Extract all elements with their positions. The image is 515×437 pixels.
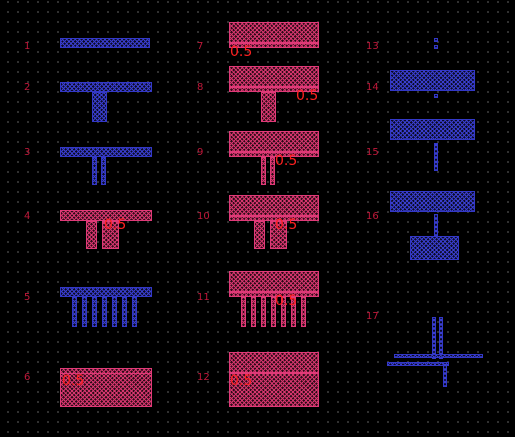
structure-5-finger [122,297,127,327]
structure-11-dimension: 0.5 [275,293,298,309]
structure-8-block [229,66,319,87]
structure-7-strip [229,43,319,48]
structure-11-finger [291,297,296,327]
structure-16-stem [434,214,438,236]
structure-5-finger [102,297,107,327]
structure-13-square [434,38,438,42]
structure-10-block [229,195,319,216]
structure-11-finger [241,297,246,327]
label-4: 4 [24,211,31,222]
structure-9-block [229,131,319,152]
structure-8-strip [229,87,319,92]
label-8: 8 [197,82,204,93]
structure-7-dimension: 0.5 [230,44,253,60]
structure-14-block [390,70,475,91]
label-15: 15 [366,147,379,158]
structure-6-pad [60,368,152,407]
structure-10-leg-left [254,221,265,249]
structure-9-dimension: 0.5 [275,153,298,169]
structure-9-strip [229,152,319,157]
structure-3-leg-left [92,157,97,185]
structure-6-divider [61,373,151,374]
structure-5-finger [112,297,117,327]
structure-7-block [229,22,319,43]
structure-12-dimension: 0.5 [230,373,253,389]
structure-11-finger [281,297,286,327]
structure-1-bar [60,38,150,48]
label-14: 14 [366,82,379,93]
label-13: 13 [366,41,379,52]
structure-11-finger [301,297,306,327]
structure-17-vertical-right [439,317,443,359]
structure-17-vertical-lower [443,362,447,387]
label-12: 12 [197,372,210,383]
structure-12-block [229,352,319,373]
structure-4-bar [60,210,152,221]
structure-5-finger [92,297,97,327]
structure-10-strip [229,216,319,221]
structure-5-finger [72,297,77,327]
structure-16-block [390,191,475,212]
structure-4-leg-left [86,221,97,249]
structure-15-stem [434,143,438,171]
structure-11-strip [229,292,319,297]
structure-12-pad [229,373,319,407]
structure-5-finger [132,297,137,327]
structure-17-horizontal-bottom [387,362,449,366]
structure-2-leg [92,92,107,122]
structure-6-dimension: 0.5 [62,373,85,389]
label-1: 1 [24,41,31,52]
structure-9-leg-left [261,157,266,185]
label-5: 5 [24,292,31,303]
label-3: 3 [24,147,31,158]
structure-5-bar [60,287,152,297]
label-7: 7 [197,41,204,52]
structure-3-bar [60,147,152,157]
structure-10-leg-right [270,221,287,249]
structure-11-finger [271,297,276,327]
label-9: 9 [197,147,204,158]
structure-9-leg-right [270,157,275,185]
label-6: 6 [24,372,31,383]
structure-17-horizontal-top [394,354,483,358]
label-17: 17 [366,311,379,322]
structure-17-vertical-left [432,317,436,359]
label-11: 11 [197,292,210,303]
structure-10-dimension: 0.5 [275,217,298,233]
structure-8-leg [261,92,276,122]
label-2: 2 [24,82,31,93]
structure-4-leg-right [102,221,119,249]
structure-3-leg-right [101,157,106,185]
structure-5-finger [82,297,87,327]
structure-13-square [434,45,438,49]
label-16: 16 [366,211,379,222]
structure-8-dimension: 0.5 [296,88,319,104]
structure-15-block [390,119,475,140]
structure-11-finger [261,297,266,327]
structure-11-finger [251,297,256,327]
label-10: 10 [197,211,210,222]
structure-16-pad [410,236,459,260]
structure-14-dot [434,94,438,98]
structure-4-dimension: 0.5 [104,217,127,233]
structure-2-bar [60,82,152,92]
structure-11-block [229,271,319,292]
